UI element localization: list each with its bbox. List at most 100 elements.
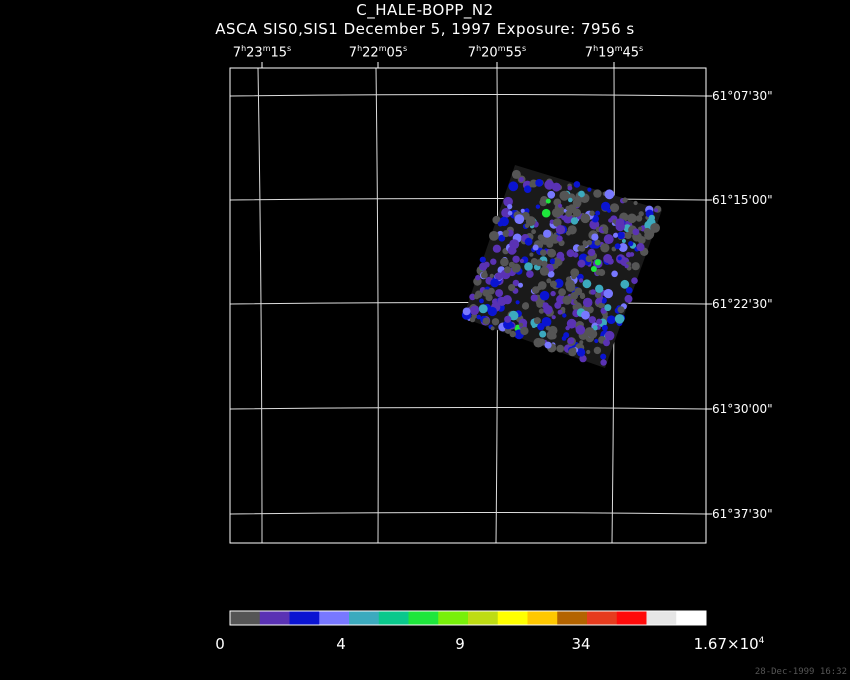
image-pixel [592,325,598,331]
image-pixel [490,278,500,288]
image-pixel [654,208,658,213]
image-pixel [511,169,521,179]
colorbar-segment [259,611,290,625]
image-pixel [586,349,591,355]
image-pixel [607,258,614,265]
image-pixel [551,208,562,218]
image-pixel [624,231,632,239]
image-pixel [508,310,519,321]
colorbar-tick-label: 34 [571,635,591,653]
image-pixel [498,234,506,242]
ra-grid-line [375,67,379,544]
image-pixel [624,294,633,303]
timestamp: 28-Dec-1999 16:32 [754,667,847,677]
image-pixel [584,327,595,337]
dec-label: 61°37'30" [712,507,773,521]
colorbar-tick-label: 4 [336,635,346,653]
image-pixel [549,258,556,265]
image-pixel [481,271,488,279]
image-pixel [524,237,533,246]
image-pixel [621,239,626,243]
ra-label: 7h23m15s [232,44,292,61]
image-pixel [601,201,611,211]
image-pixel [512,279,520,287]
image-pixel [479,256,486,263]
image-pixel [502,230,510,238]
image-pixel [603,288,613,299]
image-pixel [593,346,602,355]
image-pixel [557,309,563,315]
image-pixel [578,278,584,283]
image-pixel [565,325,570,331]
image-pixel [531,324,536,328]
image-pixel [518,322,524,327]
dec-label: 61°07'30" [712,89,773,103]
image-pixel [539,266,550,276]
image-pixel [503,196,513,207]
image-pixel [518,282,523,288]
image-pixel [580,292,585,298]
image-pixel [535,204,541,209]
xray-image [461,165,662,368]
dec-grid-line [229,302,707,305]
image-pixel [573,181,581,188]
image-pixel [520,326,529,336]
image-pixel [533,317,541,325]
image-pixel [596,318,603,325]
image-pixel [622,197,628,203]
colorbar-segment [289,611,320,625]
image-pixel [600,359,607,366]
image-pixel [539,198,548,207]
image-pixel [490,258,497,265]
image-pixel [595,284,604,293]
image-pixel [586,239,593,246]
image-pixel [547,270,555,278]
image-pixel [504,315,512,323]
image-pixel [549,332,557,340]
image-pixel [617,231,625,240]
image-pixel [526,270,534,278]
image-pixel [524,262,533,271]
image-pixel [578,190,585,198]
colorbar-segment [497,611,528,625]
image-pixel [631,277,638,285]
dec-grid-line [229,407,707,410]
image-pixel [638,211,644,217]
image-pixel [573,299,578,305]
image-pixel [553,218,562,227]
image-frame [229,67,707,544]
image-pixel [550,290,556,297]
image-pixel [538,308,545,314]
colorbar-segment [230,611,261,625]
image-pixel [587,187,592,192]
image-pixel [541,208,551,218]
colorbar [229,610,707,626]
image-pixel [582,279,592,289]
image-pixel [551,182,561,192]
image-pixel [540,249,547,256]
image-pixel [650,223,660,233]
image-pixel [631,262,640,271]
ra-label: 7h20m55s [467,44,527,61]
image-pixel [556,344,565,353]
image-pixel [546,278,552,284]
image-pixel [617,306,625,314]
image-pixel [589,210,595,216]
image-pixel [644,231,653,240]
image-pixel [629,252,635,257]
image-pixel [567,337,575,345]
image-pixel [503,319,513,330]
image-pixel [633,200,638,206]
dec-label: 61°22'30" [712,297,773,311]
image-pixel [549,280,557,288]
image-pixel [590,289,596,295]
image-pixel [570,292,579,300]
image-pixel [620,279,630,289]
image-pixel [577,245,584,252]
image-pixel [554,258,562,266]
image-pixel [539,330,547,338]
image-pixel [501,208,511,218]
image-pixel [536,301,544,308]
image-pixel [489,273,494,278]
image-pixel [600,353,607,360]
